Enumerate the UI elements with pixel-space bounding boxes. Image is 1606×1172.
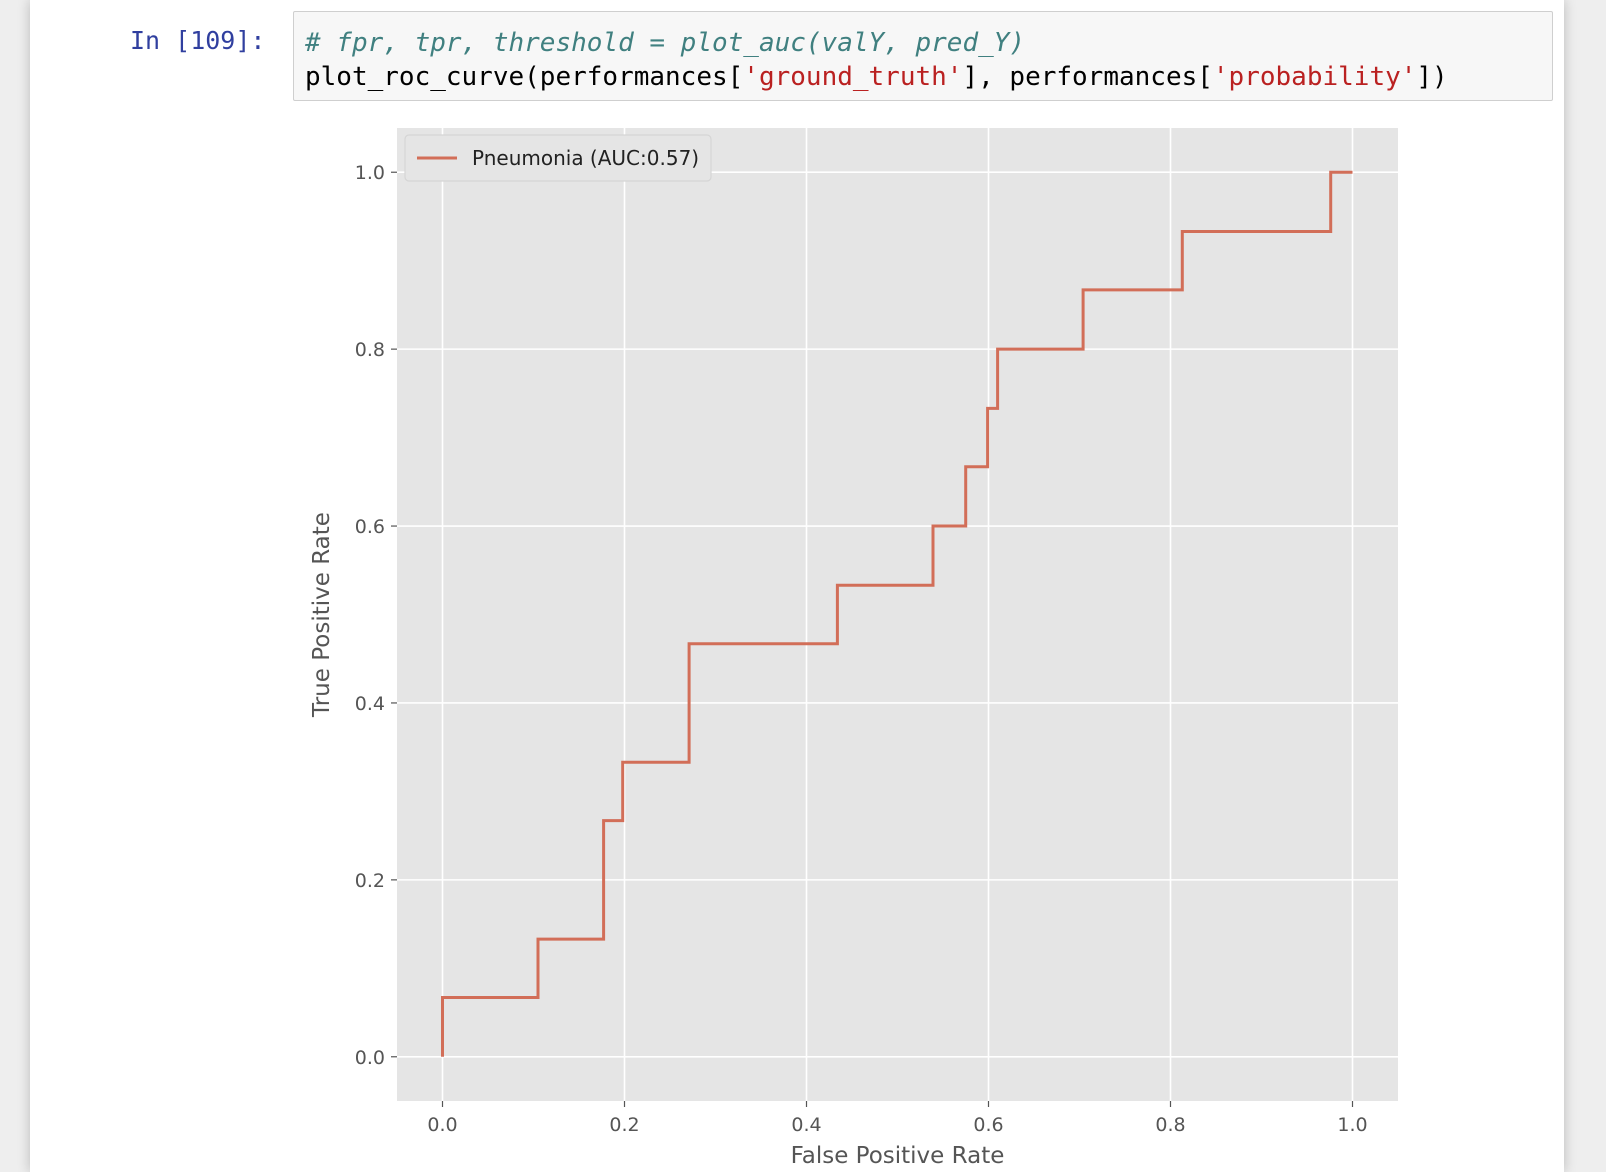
y-tick-label: 0.4 bbox=[355, 693, 385, 715]
x-tick-label: 0.8 bbox=[1155, 1114, 1185, 1136]
axis-ticks: 0.0 0.2 0.4 0.6 0.8 1.0 0.0 0.2 0.4 0.6 0.8 1.0 bbox=[355, 162, 1368, 1136]
code-string-ground-truth: 'ground_truth' bbox=[743, 62, 963, 92]
y-axis-label: True Positive Rate bbox=[309, 512, 335, 718]
code-mid: ], performances[ bbox=[962, 62, 1213, 92]
roc-line bbox=[441, 170, 1353, 1057]
legend-box bbox=[404, 134, 712, 182]
code-input-area[interactable]: # fpr, tpr, threshold = plot_auc(valY, p… bbox=[293, 11, 1553, 101]
legend-label: Pneumonia (AUC:0.57) bbox=[472, 146, 699, 170]
y-tick-label: 0.2 bbox=[355, 870, 385, 892]
x-tick-label: 1.0 bbox=[1337, 1114, 1367, 1136]
y-tick-label: 0.6 bbox=[355, 516, 385, 538]
code-call: plot_roc_curve(performances[ bbox=[305, 62, 744, 92]
legend: Pneumonia (AUC:0.57) bbox=[404, 134, 712, 182]
x-tick-label: 0.4 bbox=[791, 1114, 821, 1136]
output-area: 0.0 0.2 0.4 0.6 0.8 1.0 0.0 0.2 0.4 0.6 0.8 1.0 Fal… bbox=[293, 120, 1433, 1172]
code-end: ]) bbox=[1416, 62, 1448, 92]
roc-curve-chart: 0.0 0.2 0.4 0.6 0.8 1.0 0.0 0.2 0.4 0.6 0.8 1.0 Fal… bbox=[309, 128, 1398, 1169]
y-tick-label: 1.0 bbox=[355, 162, 385, 184]
notebook-page: In [109]: # fpr, tpr, threshold = plot_a… bbox=[30, 0, 1564, 1172]
plot-background bbox=[397, 128, 1398, 1101]
x-tick-label: 0.2 bbox=[609, 1114, 639, 1136]
code-line-1: # fpr, tpr, threshold = plot_auc(valY, p… bbox=[305, 26, 1540, 60]
code-comment: # fpr, tpr, threshold = plot_auc(valY, p… bbox=[305, 28, 1026, 58]
y-tick-label: 0.0 bbox=[355, 1047, 385, 1069]
x-axis-label: False Positive Rate bbox=[791, 1143, 1005, 1169]
code-line-2: plot_roc_curve(performances['ground_trut… bbox=[305, 60, 1540, 94]
x-tick-label: 0.6 bbox=[973, 1114, 1003, 1136]
x-tick-label: 0.0 bbox=[427, 1114, 457, 1136]
input-prompt: In [109]: bbox=[130, 26, 266, 55]
code-string-probability: 'probability' bbox=[1212, 62, 1417, 92]
y-tick-label: 0.8 bbox=[355, 339, 385, 361]
